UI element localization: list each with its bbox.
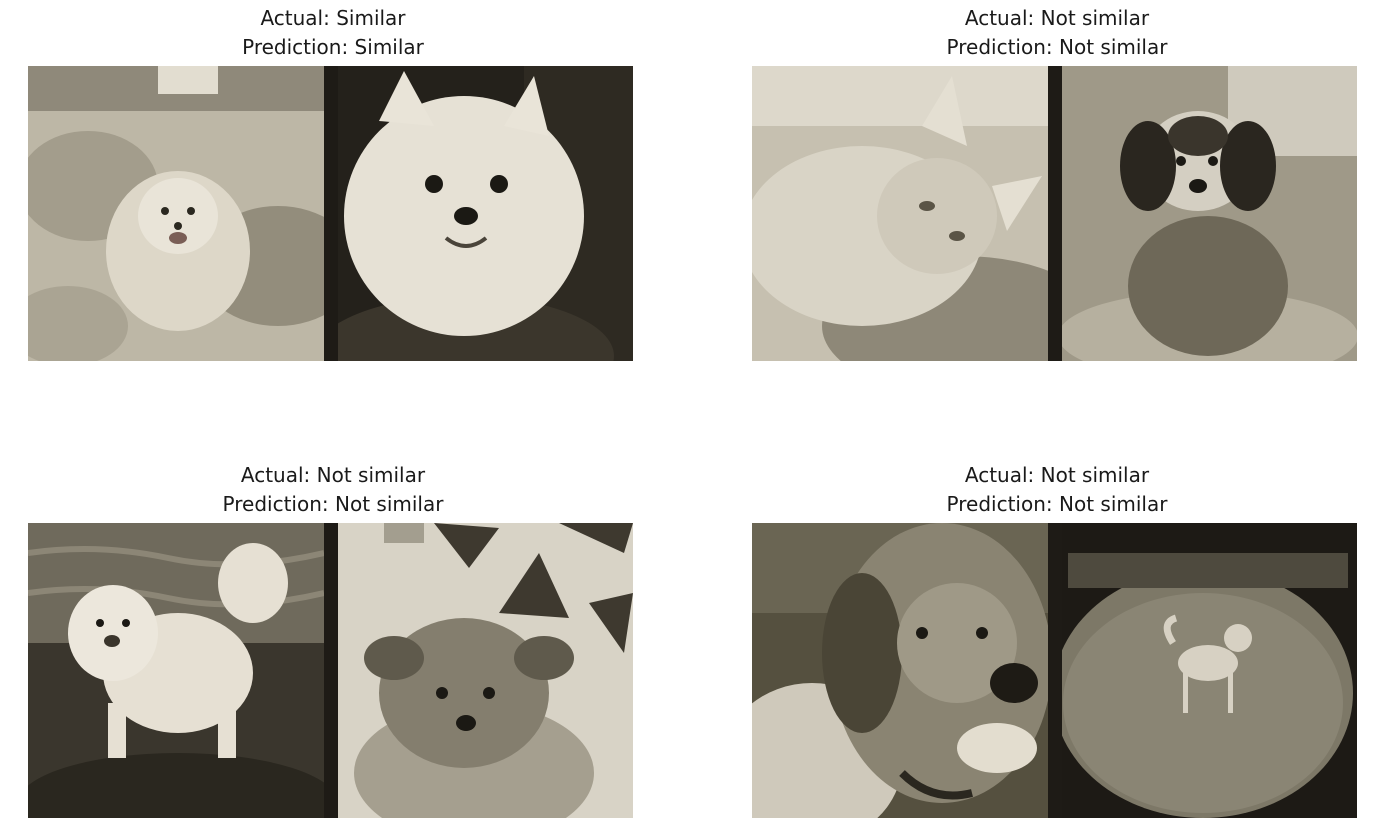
pair-panel-4: Actual: Not similar Prediction: Not simi…	[752, 461, 1362, 818]
prediction-label: Prediction: Similar	[242, 35, 424, 59]
prediction-label: Prediction: Not similar	[222, 492, 444, 516]
pair-title: Actual: Similar Prediction: Similar	[28, 4, 638, 62]
pair-title: Actual: Not similar Prediction: Not simi…	[752, 4, 1362, 62]
pointer-dog-closeup-photo	[752, 523, 1048, 818]
shiba-on-lawn-photo	[1048, 523, 1357, 818]
pair-title: Actual: Not similar Prediction: Not simi…	[752, 461, 1362, 519]
white-pomeranian-closeup-photo	[324, 66, 633, 361]
image-pair	[752, 523, 1357, 818]
actual-label: Actual: Not similar	[240, 463, 426, 487]
yorkie-on-quilt-photo	[324, 523, 633, 818]
pair-panel-3: Actual: Not similar Prediction: Not simi…	[28, 461, 638, 818]
actual-label: Actual: Not similar	[964, 463, 1150, 487]
pomeranian-on-blanket-photo	[28, 66, 324, 361]
image-divider	[324, 66, 338, 361]
prediction-label: Prediction: Not similar	[946, 35, 1168, 59]
prediction-label: Prediction: Not similar	[946, 492, 1168, 516]
pekingese-by-water-photo	[28, 523, 324, 818]
image-pair	[752, 66, 1357, 361]
pair-panel-1: Actual: Similar Prediction: Similar	[28, 4, 638, 361]
image-divider	[324, 523, 338, 818]
image-pair	[28, 66, 633, 361]
pair-panel-2: Actual: Not similar Prediction: Not simi…	[752, 4, 1362, 361]
spaniel-in-basket-photo	[1048, 66, 1357, 361]
cat-lying-photo	[752, 66, 1048, 361]
actual-label: Actual: Not similar	[964, 6, 1150, 30]
pair-title: Actual: Not similar Prediction: Not simi…	[28, 461, 638, 519]
image-divider	[1048, 523, 1062, 818]
actual-label: Actual: Similar	[260, 6, 406, 30]
image-pair	[28, 523, 633, 818]
image-divider	[1048, 66, 1062, 361]
